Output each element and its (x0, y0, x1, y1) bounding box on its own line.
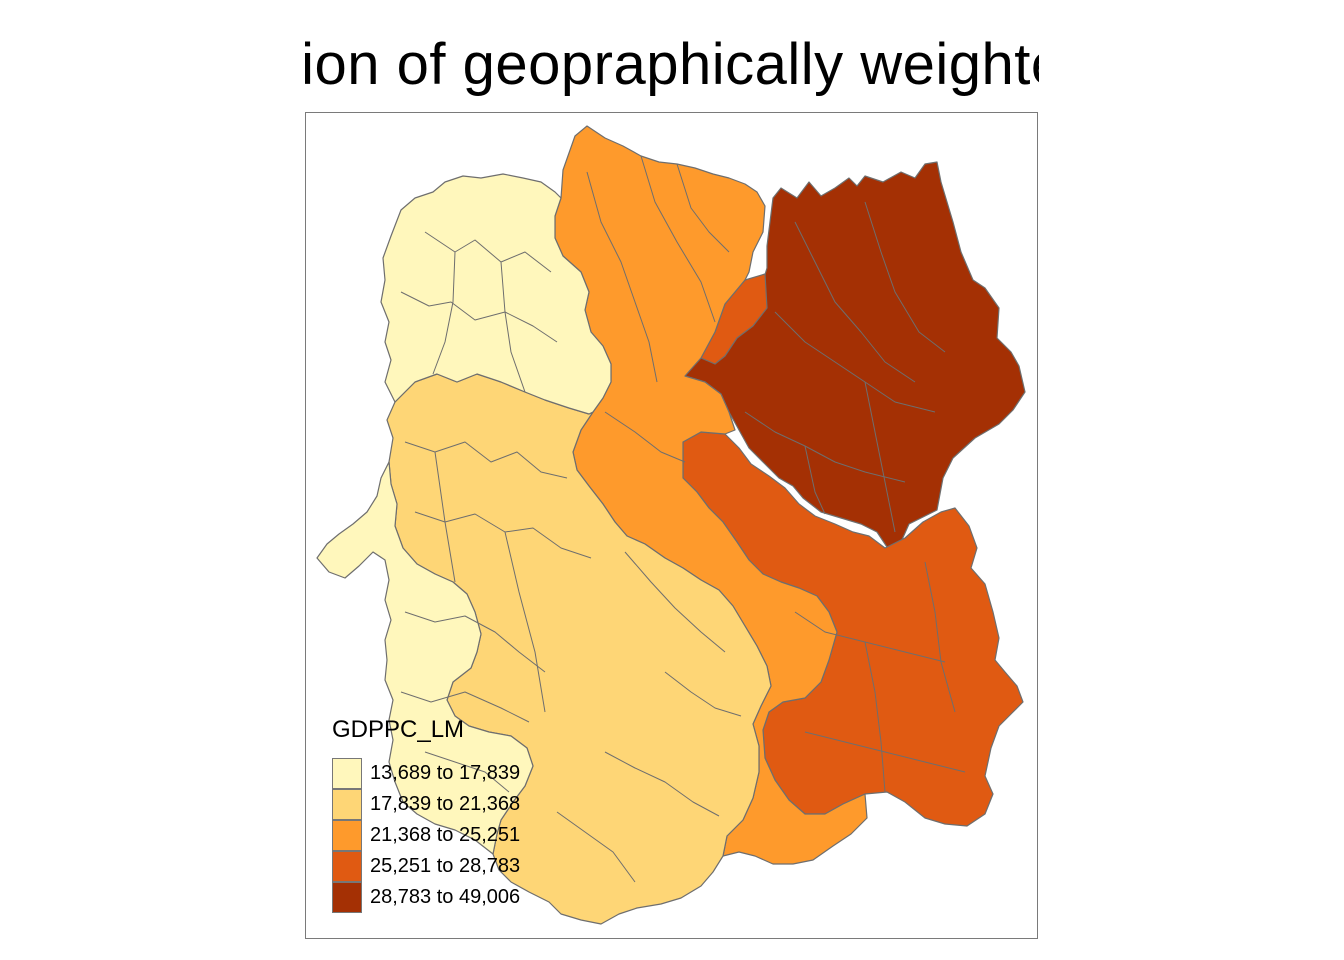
region-class-1 (316, 461, 534, 855)
map-legend: GDPPC_LM 13,689 to 17,839 17,839 to 21,3… (332, 716, 520, 913)
legend-label: 21,368 to 25,251 (370, 824, 521, 846)
legend-title: GDPPC_LM (332, 716, 465, 743)
internal-borders (400, 155, 966, 883)
title-container: Distribution of geopraphically weighted … (305, 28, 1039, 112)
legend-item: 17,839 to 21,368 (332, 789, 520, 820)
map-title: Distribution of geopraphically weighted … (305, 32, 1039, 97)
legend-item: 25,251 to 28,783 (332, 851, 520, 882)
legend-item: 21,368 to 25,251 (332, 820, 520, 851)
legend-label: 28,783 to 49,006 (370, 886, 521, 908)
legend-swatch (332, 789, 362, 820)
county-boundaries (316, 125, 1026, 925)
legend-item: 13,689 to 17,839 (332, 758, 520, 789)
legend-swatch (332, 758, 362, 789)
legend-swatch (332, 882, 362, 913)
legend-item: 28,783 to 49,006 (332, 882, 520, 913)
legend-swatch (332, 820, 362, 851)
region-class-1 (380, 173, 612, 415)
legend-label: 25,251 to 28,783 (370, 855, 521, 877)
legend-label: 17,839 to 21,368 (370, 793, 521, 815)
choropleth-map (316, 125, 1026, 925)
legend-swatch (332, 851, 362, 882)
legend-label: 13,689 to 17,839 (370, 762, 521, 784)
